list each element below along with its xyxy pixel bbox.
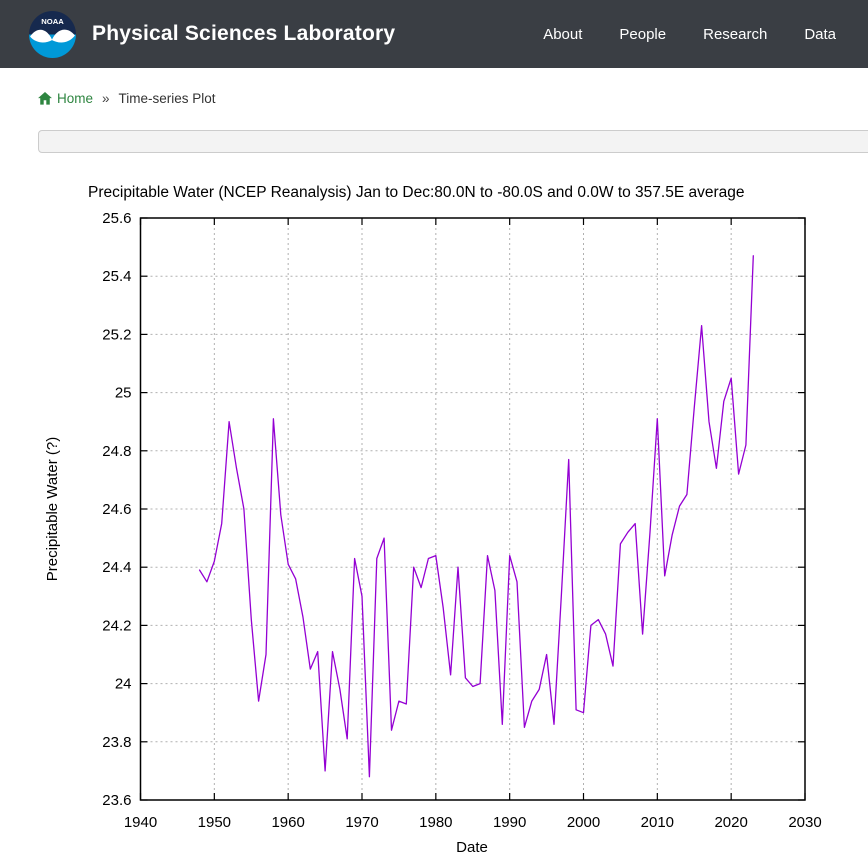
y-tick-label: 25.2 — [102, 326, 131, 343]
nav-item-data[interactable]: Data — [804, 25, 836, 43]
x-tick-label: 2000 — [567, 814, 600, 831]
x-tick-label: 1990 — [493, 814, 526, 831]
x-axis-label: Date — [456, 839, 488, 856]
y-tick-label: 24.2 — [102, 617, 131, 634]
y-tick-label: 24.6 — [102, 501, 131, 518]
plot-border — [139, 217, 806, 801]
home-icon — [38, 92, 52, 105]
noaa-logo[interactable]: NOAA — [29, 10, 76, 58]
x-tick-label: 2010 — [641, 814, 674, 831]
breadcrumb-home-link[interactable]: Home — [38, 91, 93, 106]
x-tick-label: 1940 — [124, 814, 157, 831]
x-tick-label: 1970 — [345, 814, 378, 831]
x-tick-label: 2030 — [788, 814, 821, 831]
x-tick-label: 1980 — [419, 814, 452, 831]
nav-item-research[interactable]: Research — [703, 25, 768, 43]
breadcrumb: Home » Time-series Plot — [38, 91, 216, 106]
breadcrumb-separator: » — [102, 91, 110, 106]
y-tick-label: 24 — [115, 676, 132, 693]
header: NOAA Physical Sciences Laboratory About … — [0, 0, 868, 68]
x-tick-label: 2020 — [714, 814, 747, 831]
chart-title: Precipitable Water (NCEP Reanalysis) Jan… — [88, 184, 745, 201]
y-tick-label: 24.8 — [102, 443, 131, 460]
nav-item-about[interactable]: About — [543, 25, 583, 43]
y-tick-label: 25.4 — [102, 268, 131, 285]
data-line — [198, 255, 754, 778]
y-tick-label: 25.6 — [102, 210, 131, 227]
y-tick-label: 23.8 — [102, 734, 131, 751]
breadcrumb-current-page: Time-series Plot — [118, 91, 216, 106]
x-tick-label: 1960 — [271, 814, 304, 831]
y-tick-label: 25 — [115, 385, 132, 402]
noaa-logo-text: NOAA — [41, 16, 64, 25]
y-axis-label: Precipitable Water (?) — [44, 437, 61, 582]
main-nav: About People Research Data — [543, 26, 868, 43]
plot-area: 1940 1950 1960 1970 1980 1990 2000 2010 2020 2030… — [102, 210, 821, 831]
timeseries-chart: Precipitable Water (NCEP Reanalysis) Jan… — [44, 184, 822, 856]
site-title: Physical Sciences Laboratory — [92, 22, 396, 45]
y-tick-label: 23.6 — [102, 792, 131, 809]
nav-item-people[interactable]: People — [619, 25, 667, 43]
breadcrumb-home-label: Home — [57, 91, 94, 106]
x-tick-label: 1950 — [198, 814, 231, 831]
y-tick-label: 24.4 — [102, 559, 131, 576]
collapsed-panel-bar[interactable] — [38, 130, 868, 153]
noaa-logo-icon: NOAA — [29, 10, 76, 58]
